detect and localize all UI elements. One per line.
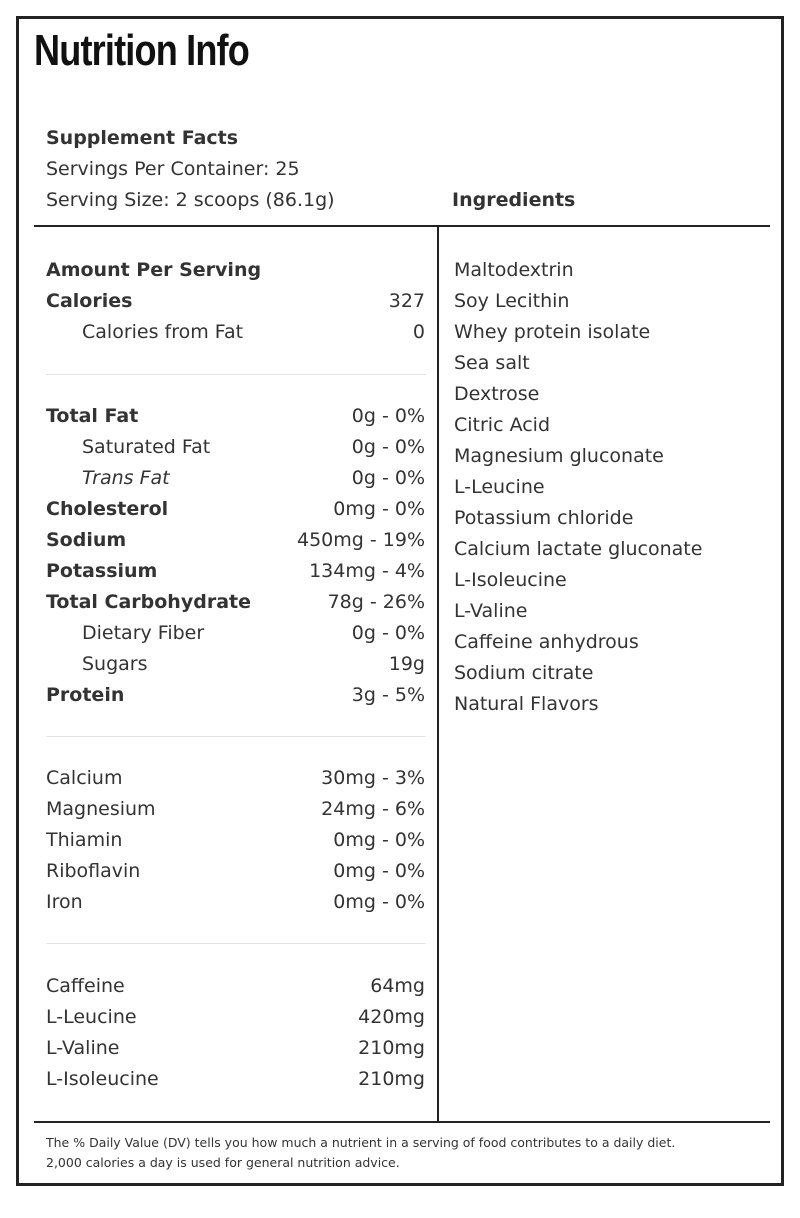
- nutrient-label: Magnesium: [46, 798, 156, 820]
- nutrient-label: Caffeine: [46, 975, 125, 997]
- section-divider-1: [46, 374, 426, 375]
- nutrient-label: Trans Fat: [82, 467, 170, 489]
- nutrient-value: 64mg: [370, 975, 425, 997]
- nutrient-label: Protein: [46, 684, 125, 706]
- ingredient-item: Natural Flavors: [454, 693, 599, 715]
- calories-from-fat-value: 0: [412, 321, 425, 343]
- ingredient-item: Sodium citrate: [454, 662, 594, 684]
- ingredient-item: Sea salt: [454, 352, 530, 374]
- daily-value-footnote: The % Daily Value (DV) tells you how muc…: [46, 1135, 676, 1150]
- nutrient-label: Riboflavin: [46, 860, 141, 882]
- nutrient-value: 0g - 0%: [351, 405, 425, 427]
- servings-per-container: Servings Per Container: 25: [46, 158, 300, 180]
- section-divider-2: [46, 736, 426, 737]
- nutrient-label: L-Leucine: [46, 1006, 137, 1028]
- nutrient-value: 0mg - 0%: [333, 498, 425, 520]
- nutrient-value: 0mg - 0%: [333, 891, 425, 913]
- nutrient-value: 0mg - 0%: [333, 860, 425, 882]
- ingredient-item: Soy Lecithin: [454, 290, 570, 312]
- ingredient-item: Calcium lactate gluconate: [454, 538, 703, 560]
- ingredient-item: L-Isoleucine: [454, 569, 567, 591]
- nutrient-value: 210mg: [358, 1037, 425, 1059]
- ingredient-item: Potassium chloride: [454, 507, 634, 529]
- calories-from-fat-label: Calories from Fat: [82, 321, 244, 343]
- ingredient-item: Whey protein isolate: [454, 321, 651, 343]
- nutrient-label: Sodium: [46, 529, 127, 551]
- nutrient-value: 134mg - 4%: [309, 560, 425, 582]
- ingredient-item: Maltodextrin: [454, 259, 574, 281]
- nutrient-value: 30mg - 3%: [321, 767, 425, 789]
- nutrient-value: 78g - 26%: [327, 591, 425, 613]
- nutrient-label: Total Carbohydrate: [46, 591, 251, 613]
- nutrient-label: Thiamin: [46, 829, 123, 851]
- calories-label: Calories: [46, 290, 133, 312]
- ingredient-item: Dextrose: [454, 383, 540, 405]
- nutrient-value: 3g - 5%: [351, 684, 425, 706]
- footer-divider: [34, 1121, 770, 1123]
- nutrient-label: Cholesterol: [46, 498, 169, 520]
- supplement-facts-heading: Supplement Facts: [46, 127, 239, 149]
- header-divider: [34, 225, 770, 227]
- ingredient-item: Magnesium gluconate: [454, 445, 664, 467]
- section-divider-3: [46, 943, 426, 944]
- nutrient-value: 24mg - 6%: [321, 798, 425, 820]
- nutrient-value: 0g - 0%: [351, 467, 425, 489]
- nutrient-label: Sugars: [82, 653, 148, 675]
- calorie-advice-footnote: 2,000 calories a day is used for general…: [46, 1155, 400, 1170]
- nutrient-label: L-Isoleucine: [46, 1068, 159, 1090]
- ingredients-heading: Ingredients: [452, 189, 576, 211]
- nutrient-value: 450mg - 19%: [297, 529, 425, 551]
- ingredient-item: L-Leucine: [454, 476, 545, 498]
- ingredient-item: Caffeine anhydrous: [454, 631, 639, 653]
- nutrient-label: Iron: [46, 891, 83, 913]
- nutrient-label: Calcium: [46, 767, 123, 789]
- nutrient-label: Dietary Fiber: [82, 622, 205, 644]
- amount-per-serving-label: Amount Per Serving: [46, 259, 262, 281]
- nutrient-label: Potassium: [46, 560, 158, 582]
- nutrient-value: 210mg: [358, 1068, 425, 1090]
- nutrient-value: 0g - 0%: [351, 622, 425, 644]
- ingredient-item: L-Valine: [454, 600, 528, 622]
- nutrient-value: 19g: [388, 653, 425, 675]
- serving-size: Serving Size: 2 scoops (86.1g): [46, 189, 335, 211]
- nutrient-label: L-Valine: [46, 1037, 120, 1059]
- nutrient-value: 0mg - 0%: [333, 829, 425, 851]
- nutrient-label: Total Fat: [46, 405, 139, 427]
- calories-value: 327: [388, 290, 425, 312]
- nutrient-value: 420mg: [358, 1006, 425, 1028]
- column-divider: [437, 226, 439, 1122]
- nutrition-panel-frame: [16, 16, 784, 1186]
- ingredient-item: Citric Acid: [454, 414, 551, 436]
- page-title: Nutrition Info: [34, 26, 250, 75]
- nutrient-label: Saturated Fat: [82, 436, 211, 458]
- nutrient-value: 0g - 0%: [351, 436, 425, 458]
